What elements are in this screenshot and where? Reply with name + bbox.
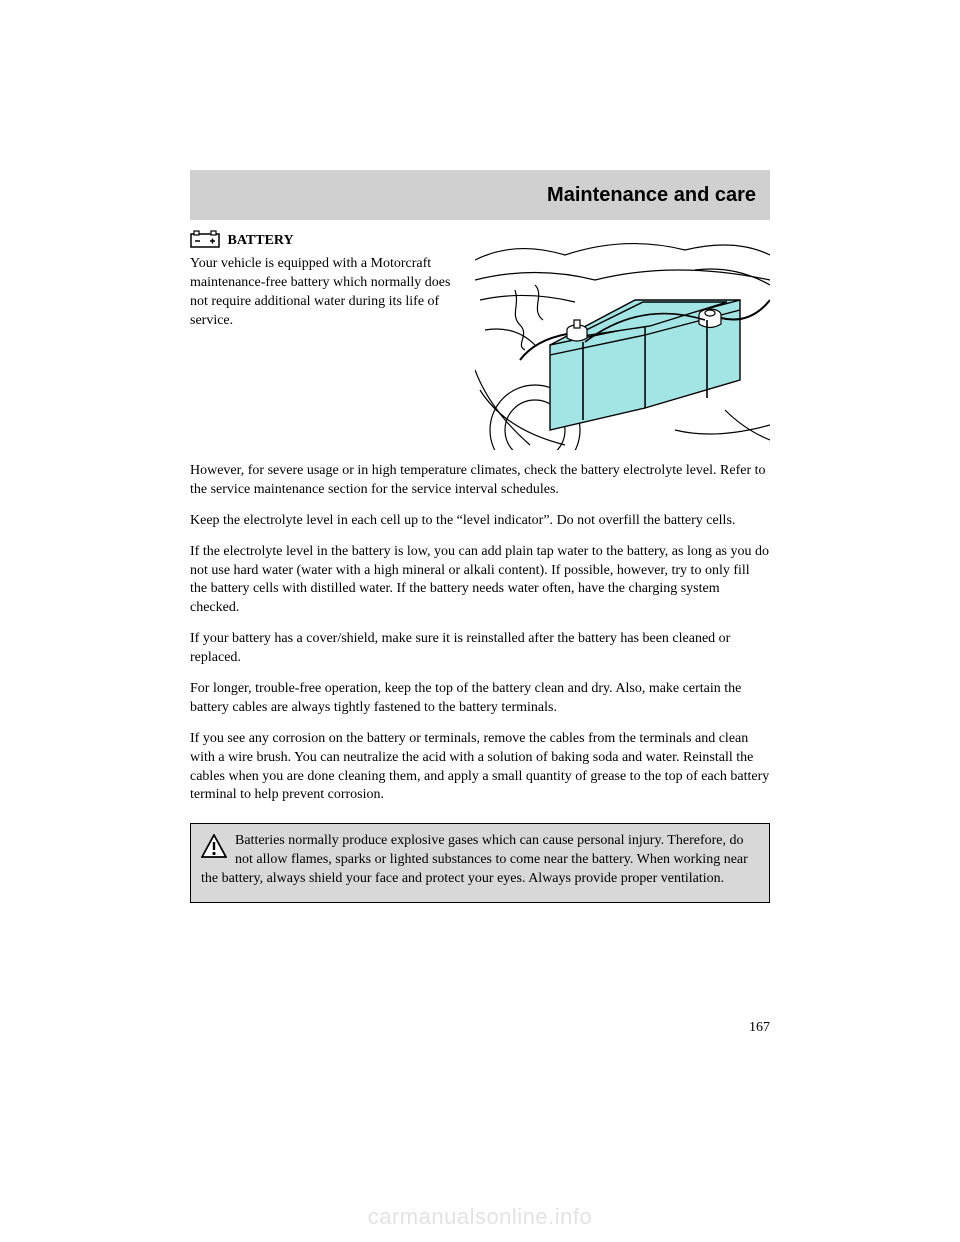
- section-heading: BATTERY: [228, 233, 294, 248]
- page-number: 167: [190, 1020, 770, 1036]
- section-header: Maintenance and care: [190, 170, 770, 220]
- para-electrolyte-level: Keep the electrolyte level in each cell …: [190, 512, 770, 531]
- para3-lead: Keep the electrolyte level in each cell …: [190, 513, 553, 528]
- battery-illustration: [475, 230, 770, 450]
- warning-text: Batteries normally produce explosive gas…: [201, 833, 748, 886]
- para-severe-usage: However, for severe usage or in high tem…: [190, 462, 770, 500]
- para3-rest: Do not overfill the battery cells.: [553, 513, 735, 528]
- warning-triangle-icon: [201, 834, 227, 858]
- body-section: BATTERY Your vehicle is equipped with a …: [190, 230, 770, 903]
- para-corrosion: If you see any corrosion on the battery …: [190, 730, 770, 806]
- para-cover-shield: If your battery has a cover/shield, make…: [190, 630, 770, 668]
- para-add-water: If the electrolyte level in the battery …: [190, 543, 770, 619]
- watermark: carmanualsonline.info: [0, 1204, 960, 1230]
- battery-icon: [190, 230, 220, 255]
- intro-paragraph: Your vehicle is equipped with a Motorcra…: [190, 256, 450, 328]
- warning-box: Batteries normally produce explosive gas…: [190, 823, 770, 903]
- intro-text-block: BATTERY Your vehicle is equipped with a …: [190, 230, 475, 330]
- intro-row: BATTERY Your vehicle is equipped with a …: [190, 230, 770, 450]
- section-header-title: Maintenance and care: [547, 184, 756, 207]
- para-keep-clean: For longer, trouble-free operation, keep…: [190, 680, 770, 718]
- page-content: Maintenance and care BATTERY Your veh: [190, 170, 770, 903]
- page-number-value: 167: [749, 1020, 770, 1035]
